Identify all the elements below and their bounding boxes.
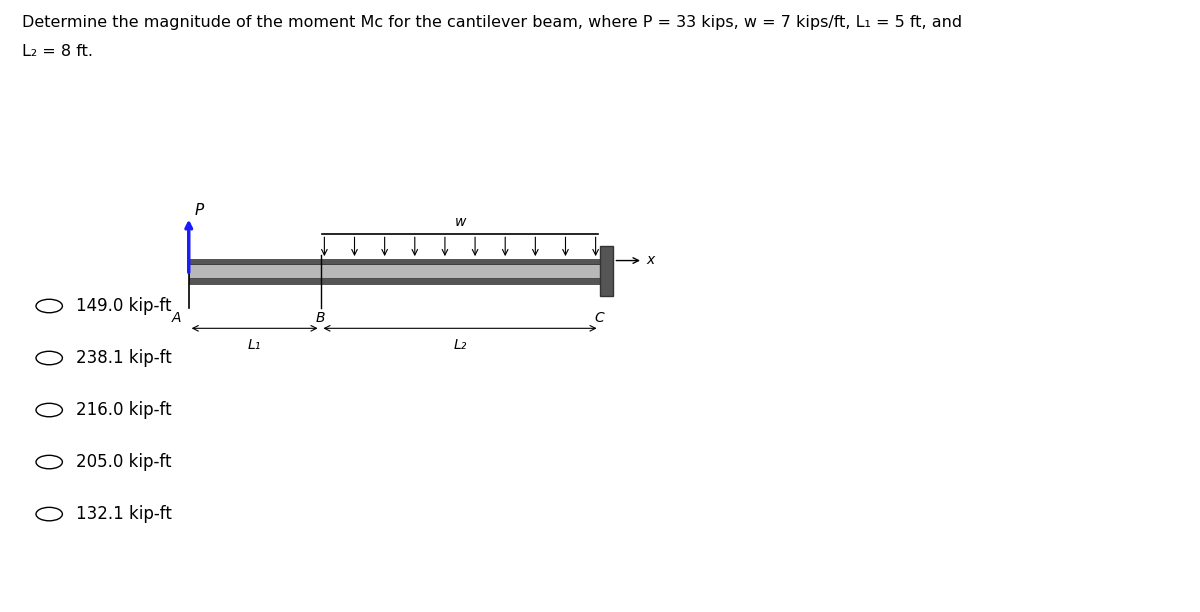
- Text: 216.0 kip-ft: 216.0 kip-ft: [76, 401, 172, 419]
- Text: L₂: L₂: [454, 338, 467, 351]
- Bar: [600, 246, 613, 296]
- Text: P: P: [194, 203, 204, 218]
- Text: 132.1 kip-ft: 132.1 kip-ft: [76, 505, 172, 523]
- Text: C: C: [595, 312, 605, 326]
- Text: B: B: [316, 312, 325, 326]
- Bar: [188, 278, 600, 283]
- Text: w: w: [455, 215, 466, 229]
- Text: A: A: [172, 312, 181, 326]
- Text: Determine the magnitude of the moment Mᴄ for the cantilever beam, where P = 33 k: Determine the magnitude of the moment Mᴄ…: [22, 15, 961, 31]
- Text: 149.0 kip-ft: 149.0 kip-ft: [76, 297, 172, 315]
- Text: L₂ = 8 ft.: L₂ = 8 ft.: [22, 44, 92, 59]
- Bar: [188, 264, 600, 278]
- Text: x: x: [646, 253, 654, 267]
- Text: 205.0 kip-ft: 205.0 kip-ft: [76, 453, 172, 471]
- Bar: [188, 259, 600, 264]
- Text: 238.1 kip-ft: 238.1 kip-ft: [76, 349, 172, 367]
- Text: L₁: L₁: [248, 338, 262, 351]
